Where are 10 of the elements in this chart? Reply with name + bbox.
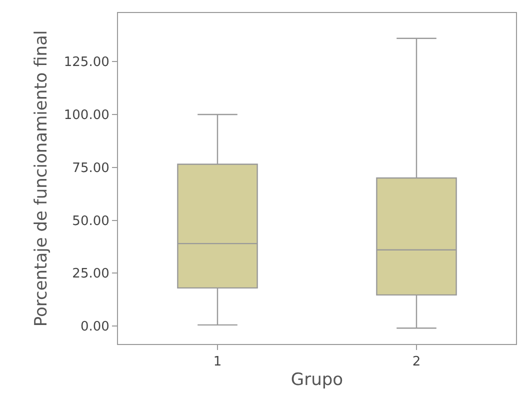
y-axis-title: Porcentaje de funcionamiento final <box>31 30 52 327</box>
y-tick-label: 0.00 <box>80 320 110 335</box>
y-tick-label: 100.00 <box>64 108 110 124</box>
y-tick-label: 50.00 <box>72 214 110 229</box>
y-tick-label: 75.00 <box>72 160 110 176</box>
y-tick-label: 125.00 <box>64 55 110 70</box>
x-tick-label: 2 <box>412 354 421 370</box>
y-tick-label: 25.00 <box>72 266 110 282</box>
x-tick-label: 1 <box>213 354 222 370</box>
x-axis-title: Grupo <box>290 370 344 390</box>
